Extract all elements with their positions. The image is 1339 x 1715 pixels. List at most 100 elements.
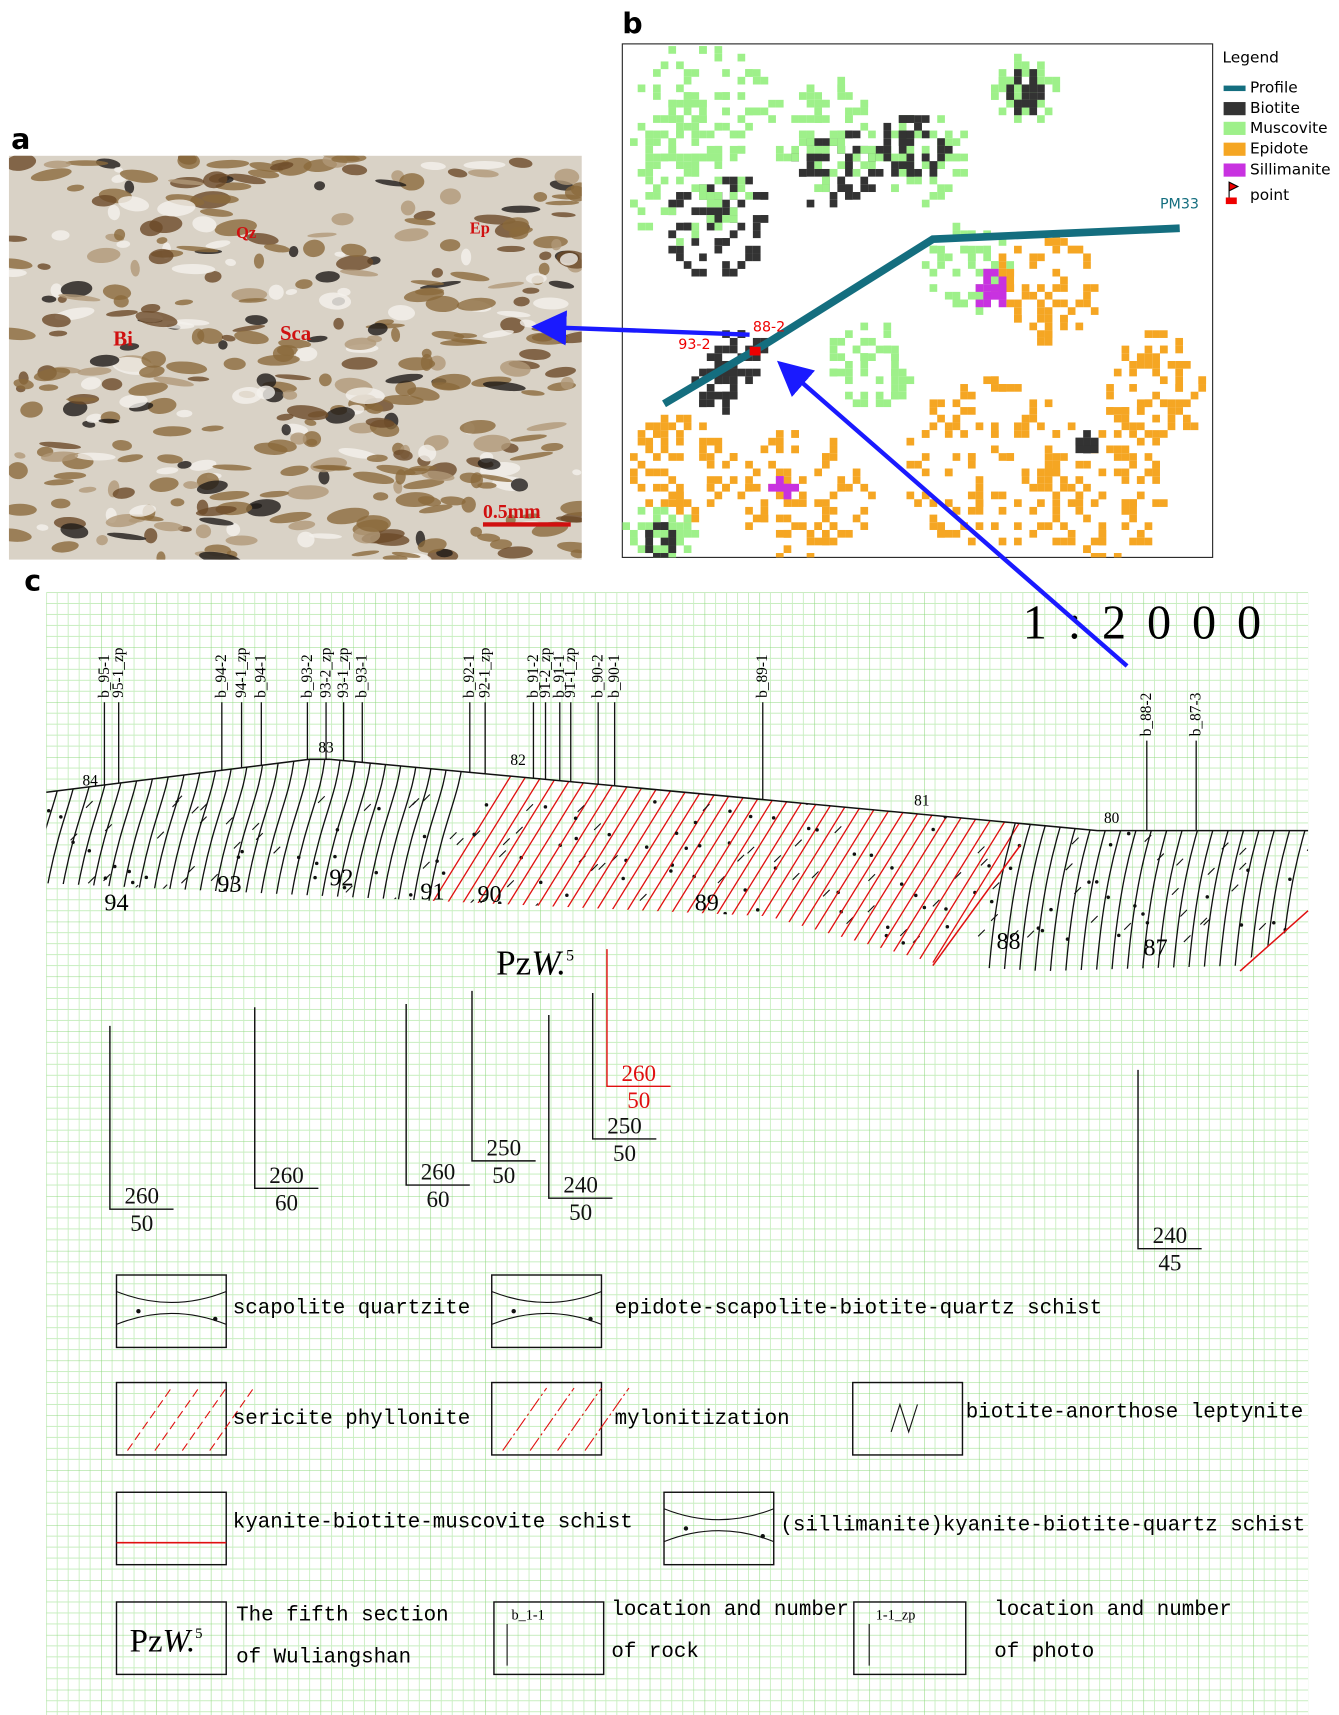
- mineral-pixel: [1152, 369, 1160, 377]
- mineral-pixel: [1160, 330, 1168, 338]
- mineral-pixel: [1014, 430, 1022, 438]
- sample-label: 93-1_zp: [335, 647, 352, 698]
- mineral-pixel: [1114, 553, 1122, 561]
- mineral-pixel: [883, 154, 891, 162]
- mineral-pixel: [868, 353, 876, 361]
- mineral-pixel: [968, 453, 976, 461]
- mineral-pixel: [983, 269, 991, 277]
- mineral-pixel: [676, 61, 684, 69]
- mineral-pixel: [791, 499, 799, 507]
- mineral-pixel: [1145, 346, 1153, 354]
- mineral-pixel: [845, 184, 853, 192]
- mineral-pixel: [953, 138, 961, 146]
- mineral-pixel: [837, 484, 845, 492]
- mineral-pixel: [945, 469, 953, 477]
- mineral-pixel: [814, 522, 822, 530]
- mineral-pixel: [738, 492, 746, 500]
- mineral-pixel: [699, 192, 707, 200]
- mineral-pixel: [1068, 307, 1076, 315]
- mineral-pixel: [891, 353, 899, 361]
- mineral-pixel: [807, 84, 815, 92]
- mineral-pixel: [768, 461, 776, 469]
- mineral-pixel: [914, 115, 922, 123]
- mineral-pixel: [860, 399, 868, 407]
- mineral-pixel: [1075, 438, 1083, 446]
- mineral-pixel: [676, 223, 684, 231]
- legend-swatch: [1224, 102, 1246, 115]
- mineral-pixel: [714, 445, 722, 453]
- mineral-pixel: [1099, 538, 1107, 546]
- mineral-pixel: [668, 46, 676, 54]
- dot: [472, 833, 476, 837]
- mineral-pixel: [937, 161, 945, 169]
- mineral-pixel: [714, 161, 722, 169]
- dot: [1049, 908, 1053, 912]
- mineral-pixel: [730, 184, 738, 192]
- mineral-pixel: [684, 92, 692, 100]
- mineral-pixel: [807, 538, 815, 546]
- dot: [944, 907, 948, 911]
- mineral-pixel: [1014, 522, 1022, 530]
- mineral-pixel: [661, 415, 669, 423]
- sample-label: b_93-2: [299, 654, 316, 698]
- dot: [574, 837, 578, 841]
- mineral-pixel: [714, 54, 722, 62]
- dot: [890, 866, 894, 870]
- dot: [990, 900, 994, 904]
- mineral-pixel: [1052, 284, 1060, 292]
- mineral-pixel: [1152, 430, 1160, 438]
- layer-label: 92: [329, 864, 353, 891]
- dot: [47, 809, 51, 813]
- mineral-pixel: [676, 438, 684, 446]
- mineral-pixel: [1060, 538, 1068, 546]
- mineral-pixel: [883, 330, 891, 338]
- mineral-pixel: [1045, 307, 1053, 315]
- mineral-pixel: [953, 399, 961, 407]
- layer-label: 90: [477, 881, 501, 908]
- mineral-pixel: [1145, 538, 1153, 546]
- mineral-pixel: [1060, 453, 1068, 461]
- mineral-pixel: [691, 515, 699, 523]
- mineral-pixel: [945, 253, 953, 261]
- mineral-pixel: [722, 261, 730, 269]
- mineral-pixel: [661, 484, 669, 492]
- mineral-pixel: [653, 154, 661, 162]
- mineral-pixel: [930, 177, 938, 185]
- mineral-pixel: [814, 469, 822, 477]
- mineral-pixel: [814, 138, 822, 146]
- figure: a b c b_95-195-1_zpb_94-294-1_zpb_94-1b_…: [0, 0, 1339, 1715]
- legend-swatch: [1224, 143, 1246, 156]
- mineral-pixel: [1137, 353, 1145, 361]
- dot: [987, 864, 991, 868]
- mineral-pixel: [991, 84, 999, 92]
- mineral-pixel: [799, 138, 807, 146]
- mineral-pixel: [991, 522, 999, 530]
- mineral-pixel: [976, 307, 984, 315]
- mineral-pixel: [653, 545, 661, 553]
- mineral-pixel: [638, 169, 646, 177]
- mineral-pixel: [645, 438, 653, 446]
- dot: [772, 816, 776, 820]
- mineral-pixel: [822, 138, 830, 146]
- mineral-pixel: [784, 469, 792, 477]
- dot: [886, 925, 890, 929]
- mineral-pixel: [1075, 323, 1083, 331]
- mineral-pixel: [1183, 399, 1191, 407]
- mineral-pixel: [914, 499, 922, 507]
- mineral-pixel: [645, 131, 653, 139]
- mineral-pixel: [1068, 530, 1076, 538]
- sample-label: b_89-1: [754, 654, 771, 698]
- mineral-pixel: [1168, 415, 1176, 423]
- mineral-pixel: [707, 476, 715, 484]
- dot: [923, 906, 927, 910]
- mineral-pixel: [968, 507, 976, 515]
- mineral-pixel: [945, 184, 953, 192]
- mineral-pixel: [1175, 399, 1183, 407]
- mineral-pixel: [968, 461, 976, 469]
- dot: [815, 828, 819, 832]
- mineral-pixel: [999, 292, 1007, 300]
- mineral-pixel: [714, 92, 722, 100]
- mineral-pixel: [853, 146, 861, 154]
- mineral-pixel: [638, 438, 646, 446]
- mineral-pixel: [960, 246, 968, 254]
